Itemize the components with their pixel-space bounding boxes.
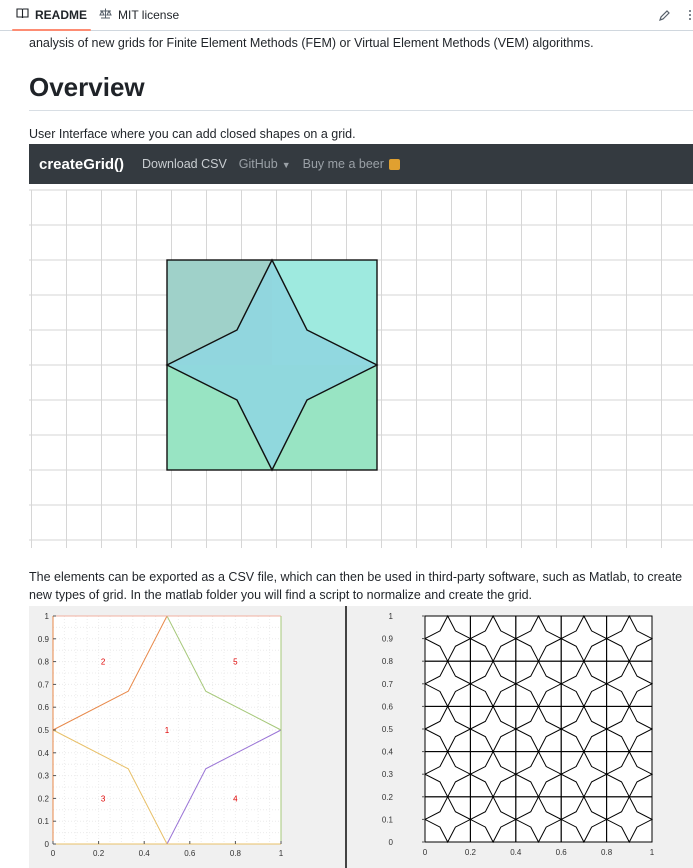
y-tick-label: 0.3 bbox=[38, 772, 50, 781]
tab-readme-label: README bbox=[35, 8, 88, 22]
mesh-cell bbox=[606, 615, 653, 662]
y-tick-label: 0.4 bbox=[38, 749, 50, 758]
heading-divider bbox=[29, 110, 693, 111]
grid-canvas[interactable] bbox=[29, 184, 693, 551]
export-text: The elements can be exported as a CSV fi… bbox=[29, 570, 683, 602]
app-brand[interactable]: createGrid() bbox=[39, 155, 125, 173]
plot-tick-labels: 0 0.2 0.4 0.6 0.8 1 0 0.1 0.2 0.3 0.4 0.5 0.6 0.7 0.8 0… bbox=[38, 612, 284, 858]
y-tick-label: 0.8 bbox=[38, 658, 50, 667]
element-label: 1 bbox=[165, 726, 170, 735]
x-tick-label: 0 bbox=[51, 849, 56, 858]
y-tick-label: 0.8 bbox=[382, 657, 394, 666]
book-icon bbox=[16, 8, 29, 22]
y-tick-label: 0.1 bbox=[382, 815, 394, 824]
matlab-plot-mesh: 0 0.2 0.4 0.6 0.8 1 0 0.1 0.2 0.3 0.4 0.5 0.6 0.7 0.8 0… bbox=[347, 606, 693, 868]
y-tick-label: 0.7 bbox=[382, 680, 394, 689]
element-label: 5 bbox=[233, 658, 238, 667]
y-tick-label: 0 bbox=[389, 838, 394, 847]
y-tick-label: 0.6 bbox=[382, 702, 394, 711]
tab-license-label: MIT license bbox=[118, 8, 180, 22]
tab-readme[interactable]: README bbox=[11, 0, 92, 31]
x-tick-label: 0.2 bbox=[465, 848, 477, 857]
y-tick-label: 0.5 bbox=[382, 725, 394, 734]
element-label: 3 bbox=[101, 794, 106, 803]
x-tick-label: 0.4 bbox=[139, 849, 151, 858]
y-tick-label: 0.3 bbox=[382, 770, 394, 779]
ui-caption: User Interface where you can add closed … bbox=[29, 127, 356, 141]
y-tick-label: 0.6 bbox=[38, 703, 50, 712]
y-tick-label: 0.9 bbox=[382, 635, 394, 644]
section-heading-overview: Overview bbox=[29, 72, 145, 102]
element-label: 2 bbox=[101, 658, 106, 667]
app-navbar: createGrid() Download CSV GitHub ▼ Buy me… bbox=[29, 144, 693, 184]
x-tick-label: 0.8 bbox=[601, 848, 613, 857]
beer-icon bbox=[388, 159, 400, 171]
y-tick-label: 1 bbox=[389, 612, 394, 621]
y-tick-label: 0.4 bbox=[382, 748, 394, 757]
pencil-icon[interactable] bbox=[659, 0, 671, 30]
y-tick-label: 0 bbox=[45, 840, 50, 849]
tab-license[interactable]: MIT license bbox=[99, 0, 179, 30]
series-line-2 bbox=[52, 729, 168, 845]
y-tick-label: 0.9 bbox=[38, 635, 50, 644]
series-line-3 bbox=[166, 729, 282, 845]
github-dropdown[interactable]: GitHub ▼ bbox=[239, 157, 291, 171]
y-tick-label: 0.2 bbox=[38, 794, 50, 803]
x-tick-label: 0 bbox=[423, 848, 428, 857]
shape-star[interactable] bbox=[165, 258, 379, 472]
x-tick-label: 0.8 bbox=[230, 849, 242, 858]
x-tick-label: 0.4 bbox=[510, 848, 522, 857]
x-tick-label: 0.6 bbox=[556, 848, 568, 857]
y-tick-label: 0.2 bbox=[382, 793, 394, 802]
buy-beer-label: Buy me a beer bbox=[302, 157, 384, 171]
y-tick-label: 1 bbox=[45, 612, 50, 621]
plot-divider bbox=[345, 606, 347, 868]
x-tick-label: 1 bbox=[279, 849, 284, 858]
tiled-mesh bbox=[423, 614, 654, 844]
intro-text: analysis of new grids for Finite Element… bbox=[29, 36, 594, 50]
x-tick-label: 1 bbox=[650, 848, 655, 857]
plot-gridlines bbox=[53, 616, 281, 844]
y-tick-label: 0.5 bbox=[38, 726, 50, 735]
y-tick-label: 0.7 bbox=[38, 680, 50, 689]
x-tick-label: 0.6 bbox=[184, 849, 196, 858]
element-label: 4 bbox=[233, 794, 238, 803]
plot-element-labels: 1 2 3 4 5 bbox=[101, 658, 238, 804]
readme-tab-bar: README MIT license bbox=[0, 0, 693, 31]
kebab-icon[interactable] bbox=[688, 0, 692, 30]
download-csv-link[interactable]: Download CSV bbox=[142, 157, 227, 171]
mesh-tick-labels: 0 0.2 0.4 0.6 0.8 1 0 0.1 0.2 0.3 0.4 0.5 0.6 0.7 0.8 0… bbox=[382, 612, 655, 857]
y-tick-label: 0.1 bbox=[38, 817, 50, 826]
buy-beer-link[interactable]: Buy me a beer bbox=[303, 157, 400, 171]
github-label: GitHub bbox=[238, 157, 278, 171]
matlab-plot-elements: 123 45 0 0.2 0.4 0.6 0.8 100.10.20.30.40.50.60… bbox=[29, 606, 345, 868]
x-tick-label: 0.2 bbox=[93, 849, 105, 858]
series-line-1 bbox=[166, 615, 282, 731]
scale-icon bbox=[99, 8, 112, 22]
caret-down-icon: ▼ bbox=[281, 160, 291, 170]
plot-series bbox=[52, 615, 282, 845]
series-line-0 bbox=[52, 615, 168, 731]
